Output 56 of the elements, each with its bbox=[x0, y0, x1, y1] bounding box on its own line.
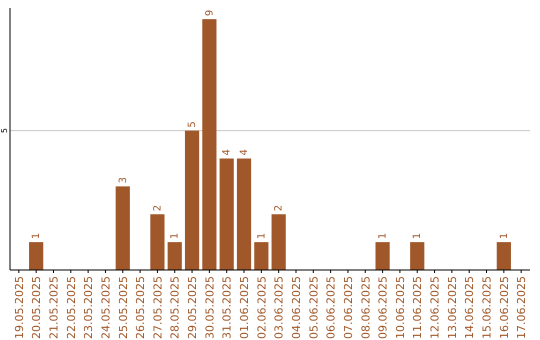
x-tick-label: 16.06.2025 bbox=[498, 276, 511, 339]
x-tick-label: 27.05.2025 bbox=[151, 276, 164, 339]
x-tick-label: 13.06.2025 bbox=[446, 276, 459, 339]
x-tick-label: 12.06.2025 bbox=[428, 276, 442, 339]
data-label: 1 bbox=[256, 232, 268, 240]
x-tick-label: 31.05.2025 bbox=[220, 276, 234, 339]
x-tick-label: 20.05.2025 bbox=[30, 276, 44, 339]
x-tick-label: 23.05.2025 bbox=[82, 276, 96, 339]
x-tick-label: 24.05.2025 bbox=[99, 276, 112, 339]
x-tick-label: 28.05.2025 bbox=[168, 276, 182, 339]
x-tick-label: 02.06.2025 bbox=[255, 276, 268, 339]
data-label: 1 bbox=[170, 232, 181, 240]
data-label: 5 bbox=[187, 121, 198, 128]
bar bbox=[168, 242, 182, 270]
bar bbox=[29, 242, 44, 270]
bar bbox=[202, 19, 216, 270]
x-tick-label: 04.06.2025 bbox=[290, 276, 303, 339]
bar bbox=[254, 242, 268, 270]
data-label: 1 bbox=[412, 232, 424, 240]
x-tick-label: 14.06.2025 bbox=[463, 276, 476, 339]
bar bbox=[272, 214, 286, 270]
x-tick-label: 03.06.2025 bbox=[272, 276, 286, 339]
x-tick-label: 11.06.2025 bbox=[411, 276, 424, 339]
bar bbox=[410, 242, 424, 270]
x-tick-label: 06.06.2025 bbox=[324, 276, 338, 339]
x-tick-label: 17.06.2025 bbox=[515, 276, 528, 339]
x-tick-label: 21.05.2025 bbox=[47, 276, 60, 339]
bar bbox=[116, 186, 130, 270]
data-label: 1 bbox=[31, 232, 42, 240]
data-label: 2 bbox=[274, 204, 285, 212]
x-tick-label: 09.06.2025 bbox=[376, 276, 390, 339]
x-tick-label: 26.05.2025 bbox=[134, 276, 148, 339]
data-label: 1 bbox=[378, 232, 389, 240]
bar bbox=[184, 130, 200, 270]
data-label: 4 bbox=[239, 149, 250, 156]
bar bbox=[150, 214, 165, 270]
bar bbox=[496, 242, 511, 270]
x-tick-label: 29.05.2025 bbox=[186, 276, 200, 339]
data-label: 9 bbox=[204, 10, 216, 16]
data-label: 2 bbox=[152, 204, 164, 212]
x-tick-label: 07.06.2025 bbox=[342, 276, 355, 339]
x-tick-label: 25.05.2025 bbox=[116, 276, 130, 339]
data-label: 4 bbox=[222, 149, 233, 156]
x-tick-label: 30.05.2025 bbox=[203, 276, 216, 339]
x-tick-label: 15.06.2025 bbox=[480, 276, 494, 339]
x-tick-label: 22.05.2025 bbox=[64, 276, 78, 339]
x-tick-label: 05.06.2025 bbox=[307, 276, 320, 339]
bar bbox=[375, 242, 390, 270]
data-label: 1 bbox=[498, 232, 510, 240]
x-tick-label: 01.06.2025 bbox=[238, 276, 252, 339]
x-tick-label: 08.06.2025 bbox=[359, 276, 372, 339]
x-tick-label: 19.05.2025 bbox=[12, 276, 26, 339]
x-tick-label: 10.06.2025 bbox=[394, 276, 407, 339]
bar bbox=[236, 158, 252, 270]
bar bbox=[220, 158, 234, 270]
data-label: 3 bbox=[118, 177, 129, 184]
